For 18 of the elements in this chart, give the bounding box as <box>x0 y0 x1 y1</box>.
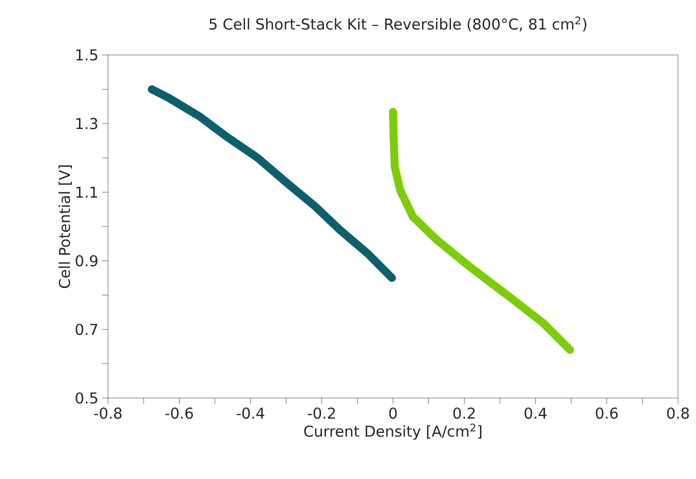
x-tick-label: 0.8 <box>667 408 689 419</box>
x-tick-label: 0 <box>389 408 397 419</box>
x-tick-label: -0.8 <box>94 408 122 419</box>
y-tick-label: 0.5 <box>76 392 98 404</box>
y-tick-label: 1.1 <box>76 186 98 198</box>
x-tick-label: 0.6 <box>596 408 618 419</box>
y-tick-label: 1.5 <box>76 49 98 61</box>
x-tick-label: 0.2 <box>453 408 475 419</box>
y-tick-label: 0.9 <box>76 255 98 266</box>
chart-title: 5 Cell Short-Stack Kit – Reversible (800°C, 81 cm$^{2}$) <box>210 16 586 32</box>
x-tick-label: -0.4 <box>236 408 264 419</box>
y-tick-label: 1.3 <box>76 118 98 130</box>
x-tick-label: 0.4 <box>524 408 547 419</box>
y-tick-label: 0.7 <box>76 324 98 336</box>
y-axis-title: Cell Potential [V] <box>58 165 72 288</box>
x-tick-label: -0.2 <box>308 408 335 419</box>
x-tick-label: -0.6 <box>165 408 193 419</box>
x-axis-title: Current Density [A/cm$^{2}$] <box>304 424 482 440</box>
